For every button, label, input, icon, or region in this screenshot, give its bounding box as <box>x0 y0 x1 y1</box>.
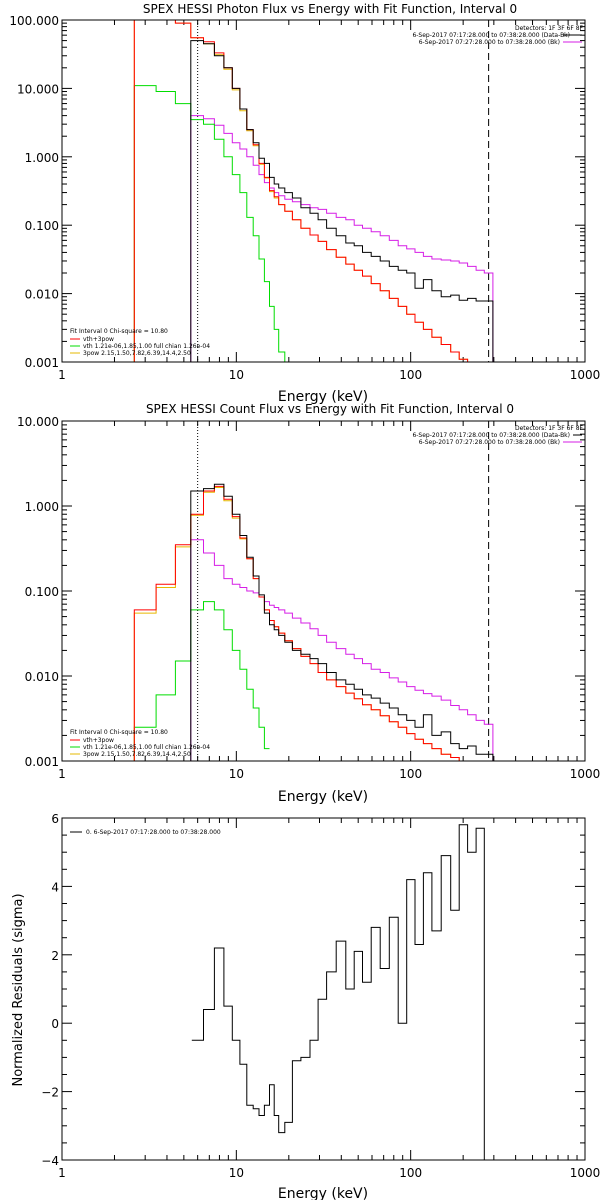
photon-flux-legend: Fit Interval 0 Chi-square = 10.80 vth+3p… <box>70 328 210 357</box>
legend-total-fit: vth+3pow <box>83 737 114 744</box>
photon-flux-panel: SPEX HESSI Photon Flux vs Energy with Fi… <box>9 2 600 405</box>
photon-flux-info-line: 6-Sep-2017 07:17:28.000 to 07:38:28.000 … <box>412 32 570 39</box>
residuals-legend: 0. 6-Sep-2017 07:17:28.000 to 07:38:28.0… <box>70 829 221 836</box>
series-background <box>190 115 494 362</box>
x-tick-label: 10 <box>229 368 244 382</box>
series-data <box>190 40 494 362</box>
y-tick-label: 0.001 <box>25 755 59 769</box>
residuals-series <box>191 824 493 1161</box>
photon-flux-series <box>133 19 494 363</box>
y-tick-label: 0 <box>51 1017 59 1031</box>
y-tick-label: 1.000 <box>25 500 59 514</box>
y-tick-label: 0.010 <box>25 288 59 302</box>
y-tick-label: 2 <box>51 949 59 963</box>
y-tick-label: 0.100 <box>25 585 59 599</box>
x-tick-label: 100 <box>399 368 422 382</box>
count-flux-plot-frame <box>61 420 586 762</box>
count-flux-title: SPEX HESSI Count Flux vs Energy with Fit… <box>146 402 514 416</box>
series-vth <box>133 601 270 761</box>
count-flux-info-line: Detectors: 1F 3F 6F 8F <box>515 425 584 432</box>
y-tick-label: 6 <box>51 812 59 826</box>
photon-flux-title: SPEX HESSI Photon Flux vs Energy with Fi… <box>143 2 517 16</box>
legend-total-fit: vth+3pow <box>83 336 114 343</box>
x-tick-label: 1000 <box>570 767 600 781</box>
legend-fit-interval: Fit Interval 0 Chi-square = 10.80 <box>70 729 168 736</box>
y-tick-label: −2 <box>41 1086 59 1100</box>
series-vth <box>133 85 293 363</box>
series-background <box>190 539 494 761</box>
series-total_fit <box>133 485 493 762</box>
x-tick-label: 1 <box>58 1166 66 1180</box>
x-tick-label: 10 <box>229 1166 244 1180</box>
series-bpow <box>133 487 493 762</box>
x-tick-label: 1 <box>58 368 66 382</box>
count-flux-legend: Fit Interval 0 Chi-square = 10.80 vth+3p… <box>70 729 210 758</box>
series-total_fit <box>133 19 493 363</box>
residuals-plot-frame <box>61 817 586 1161</box>
y-tick-label: 4 <box>51 880 59 894</box>
photon-flux-info: Detectors: 1F 3F 6F 8F 6-Sep-2017 07:17:… <box>412 25 583 46</box>
x-tick-label: 100 <box>399 767 422 781</box>
photon-flux-x-label: Energy (keV) <box>278 389 368 405</box>
x-tick-label: 1 <box>58 767 66 781</box>
y-tick-label: 0.010 <box>25 670 59 684</box>
series-bpow <box>133 19 493 363</box>
series-data <box>191 824 493 1161</box>
count-flux-panel: SPEX HESSI Count Flux vs Energy with Fit… <box>17 402 600 805</box>
legend-residual-interval: 0. 6-Sep-2017 07:17:28.000 to 07:38:28.0… <box>86 829 221 836</box>
legend-vth: vth 1.21e-06,1.85,1.00 full chian 1.26e-… <box>83 343 210 350</box>
count-flux-x-label: Energy (keV) <box>278 789 368 805</box>
count-flux-info-line: 6-Sep-2017 07:27:28.000 to 07:38:28.000 … <box>419 439 560 446</box>
y-tick-label: 100.000 <box>9 14 59 28</box>
photon-flux-info-line: Detectors: 1F 3F 6F 8F <box>515 25 584 32</box>
x-tick-label: 10 <box>229 767 244 781</box>
legend-bpow: 3pow 2.15,1.50,7.82,6.39,14.4,2.50 <box>83 350 191 357</box>
residuals-panel: 1 10 100 1000 −4 −2 0 2 4 6 Energy (keV) Normaliz… <box>11 812 600 1200</box>
photon-flux-info-line: 6-Sep-2017 07:27:28.000 to 07:38:28.000 … <box>419 39 560 46</box>
series-data <box>190 483 494 761</box>
y-tick-label: 10.000 <box>17 415 59 429</box>
photon-flux-ticks: 1 10 100 1000 0.001 0.010 0.100 1.000 10.000 100.… <box>9 14 600 382</box>
photon-flux-plot-frame <box>61 19 586 363</box>
x-tick-label: 1000 <box>570 368 600 382</box>
x-tick-label: 1000 <box>570 1166 600 1180</box>
y-tick-label: 0.100 <box>25 219 59 233</box>
y-tick-label: 1.000 <box>25 151 59 165</box>
y-tick-label: 10.000 <box>17 82 59 96</box>
count-flux-info-line: 6-Sep-2017 07:17:28.000 to 07:38:28.000 … <box>412 432 570 439</box>
y-tick-label: 0.001 <box>25 356 59 370</box>
count-flux-info: Detectors: 1F 3F 6F 8F 6-Sep-2017 07:17:… <box>412 425 583 446</box>
legend-bpow: 3pow 2.15,1.50,7.82,6.39,14.4,2.50 <box>83 751 191 758</box>
x-tick-label: 100 <box>399 1166 422 1180</box>
residuals-ticks: 1 10 100 1000 −4 −2 0 2 4 6 <box>41 812 600 1180</box>
y-tick-label: −4 <box>41 1154 59 1168</box>
legend-vth: vth 1.21e-06,1.85,1.00 full chian 1.26e-… <box>83 744 210 751</box>
count-flux-series <box>133 421 494 762</box>
legend-fit-interval: Fit Interval 0 Chi-square = 10.80 <box>70 328 168 335</box>
residuals-y-label: Normalized Residuals (sigma) <box>11 893 26 1086</box>
count-flux-ticks: 1 10 100 1000 0.001 0.010 0.100 1.000 10.000 <box>17 415 600 781</box>
residuals-x-label: Energy (keV) <box>278 1186 368 1200</box>
